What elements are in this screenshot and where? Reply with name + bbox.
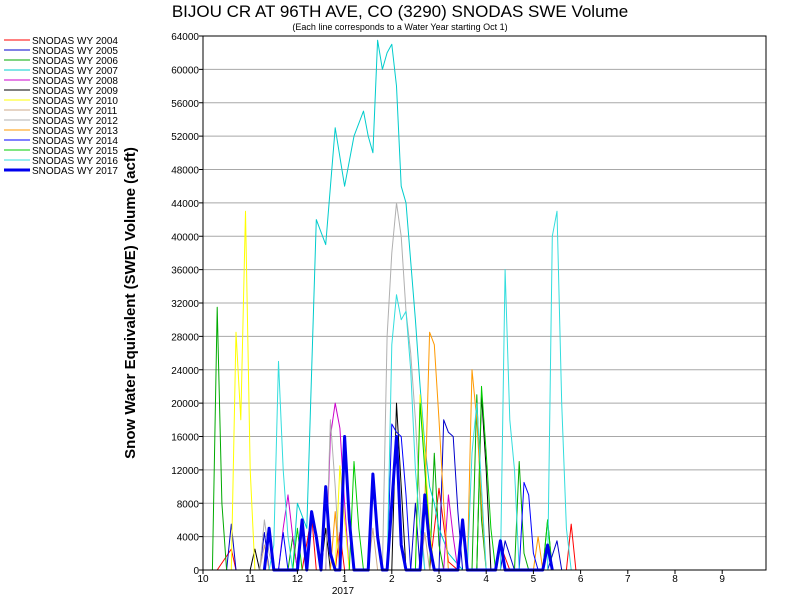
series-line-14 bbox=[262, 435, 554, 572]
chart-subtitle: (Each line corresponds to a Water Year s… bbox=[292, 22, 507, 32]
x-tick-label: 8 bbox=[672, 574, 678, 585]
y-tick-label: 8000 bbox=[177, 499, 200, 510]
y-tick-label: 28000 bbox=[171, 332, 199, 343]
legend-label: SNODAS WY 2016 bbox=[32, 156, 118, 167]
series-line-5 bbox=[278, 402, 459, 571]
legend-label: SNODAS WY 2017 bbox=[32, 166, 118, 177]
legend-label: SNODAS WY 2005 bbox=[32, 46, 118, 57]
legend-label: SNODAS WY 2008 bbox=[32, 76, 118, 87]
y-tick-label: 64000 bbox=[171, 32, 199, 43]
legend-label: SNODAS WY 2004 bbox=[32, 36, 118, 47]
y-tick-label: 52000 bbox=[171, 132, 199, 143]
y-tick-label: 20000 bbox=[171, 399, 199, 410]
y-tick-label: 48000 bbox=[171, 166, 199, 177]
plot-frame bbox=[202, 35, 767, 571]
series-line-4 bbox=[292, 39, 463, 571]
legend-label: SNODAS WY 2011 bbox=[32, 106, 118, 117]
y-tick-label: 24000 bbox=[171, 366, 199, 377]
legend-label: SNODAS WY 2010 bbox=[32, 96, 118, 107]
legend-label: SNODAS WY 2012 bbox=[32, 116, 118, 127]
y-tick-label: 4000 bbox=[177, 533, 200, 544]
y-tick-label: 40000 bbox=[171, 232, 199, 243]
legend-label: SNODAS WY 2009 bbox=[32, 86, 118, 97]
legend-label: SNODAS WY 2006 bbox=[32, 56, 118, 67]
y-tick-label: 0 bbox=[193, 566, 199, 577]
y-tick-label: 56000 bbox=[171, 99, 199, 110]
legend-label: SNODAS WY 2015 bbox=[32, 146, 118, 157]
x-tick-label: 4 bbox=[483, 574, 489, 585]
x-axis-ticks: 10 11 12 1 2 3 4 5 6 7 8 9 bbox=[197, 570, 725, 585]
x-year-label: 2017 bbox=[332, 586, 355, 597]
legend-label: SNODAS WY 2014 bbox=[32, 136, 118, 147]
y-tick-label: 12000 bbox=[171, 466, 199, 477]
y-axis-label: Snow Water Equivalent (SWE) Volume (acft… bbox=[122, 147, 139, 459]
y-axis-ticks: 0 4000 8000 12000 16000 20000 24000 28000 32000 3… bbox=[171, 32, 203, 577]
y-tick-label: 60000 bbox=[171, 65, 199, 76]
x-tick-label: 2 bbox=[389, 574, 395, 585]
x-tick-label: 5 bbox=[531, 574, 537, 585]
series-line-12 bbox=[292, 385, 553, 571]
x-tick-label: 9 bbox=[719, 574, 725, 585]
x-tick-label: 3 bbox=[436, 574, 442, 585]
legend-label: SNODAS WY 2013 bbox=[32, 126, 118, 137]
x-tick-label: 11 bbox=[245, 574, 256, 585]
x-tick-label: 6 bbox=[578, 574, 584, 585]
x-tick-label: 12 bbox=[292, 574, 304, 585]
y-tick-label: 32000 bbox=[171, 299, 199, 310]
y-tick-label: 16000 bbox=[171, 433, 199, 444]
series-line-7 bbox=[230, 210, 435, 571]
x-tick-label: 7 bbox=[625, 574, 631, 585]
y-tick-label: 44000 bbox=[171, 199, 199, 210]
x-tick-label: 1 bbox=[342, 574, 348, 585]
chart-title: BIJOU CR AT 96TH AVE, CO (3290) SNODAS S… bbox=[172, 2, 628, 21]
y-tick-label: 36000 bbox=[171, 266, 199, 277]
x-tick-label: 10 bbox=[197, 574, 209, 585]
legend-label: SNODAS WY 2007 bbox=[32, 66, 118, 77]
